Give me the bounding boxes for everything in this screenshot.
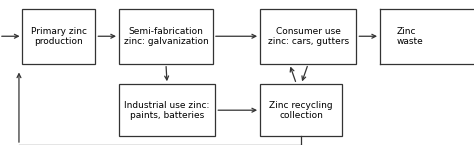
Text: Primary zinc
production: Primary zinc production	[31, 27, 87, 46]
Text: Zinc recycling
collection: Zinc recycling collection	[269, 100, 333, 120]
Text: Consumer use
zinc: cars, gutters: Consumer use zinc: cars, gutters	[268, 27, 349, 46]
Text: Semi-fabrication
zinc: galvanization: Semi-fabrication zinc: galvanization	[124, 27, 208, 46]
FancyBboxPatch shape	[22, 9, 95, 64]
Text: Industrial use zinc:
paints, batteries: Industrial use zinc: paints, batteries	[124, 100, 210, 120]
Text: Zinc
waste: Zinc waste	[396, 27, 423, 46]
FancyBboxPatch shape	[119, 9, 213, 64]
FancyBboxPatch shape	[119, 84, 215, 136]
FancyBboxPatch shape	[260, 84, 342, 136]
FancyBboxPatch shape	[260, 9, 356, 64]
